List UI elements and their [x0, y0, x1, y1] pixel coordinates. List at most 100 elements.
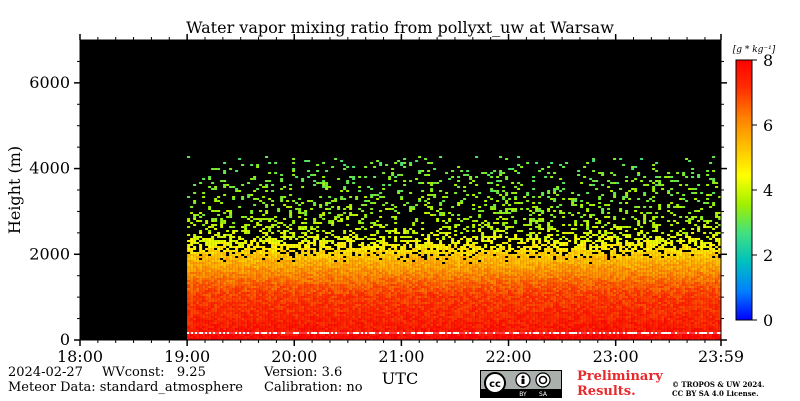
- heatmap-cell: [583, 324, 586, 326]
- heatmap-cell: [202, 292, 205, 294]
- heatmap-cell: [544, 334, 547, 336]
- heatmap-cell: [697, 296, 700, 298]
- heatmap-cell: [223, 300, 226, 302]
- heatmap-cell: [589, 284, 592, 286]
- heatmap-cell: [529, 328, 532, 330]
- heatmap-cell: [322, 300, 325, 302]
- heatmap-cell: [214, 330, 217, 332]
- heatmap-cell: [508, 320, 511, 322]
- heatmap-cell: [349, 296, 352, 298]
- heatmap-cell: [457, 296, 460, 298]
- heatmap-cell: [217, 290, 220, 292]
- heatmap-cell: [658, 310, 661, 312]
- heatmap-cell: [409, 322, 412, 324]
- heatmap-cell: [319, 298, 322, 300]
- heatmap-cell: [550, 334, 553, 336]
- heatmap-cell: [427, 320, 430, 322]
- heatmap-cell: [430, 324, 433, 326]
- heatmap-cell: [634, 308, 637, 310]
- heatmap-cell: [301, 322, 304, 324]
- heatmap-cell: [646, 288, 649, 290]
- heatmap-cell: [256, 328, 259, 330]
- heatmap-cell: [454, 334, 457, 336]
- heatmap-cell: [265, 290, 268, 292]
- heatmap-cell: [583, 294, 586, 296]
- heatmap-cell: [613, 322, 616, 324]
- heatmap-cell: [331, 286, 334, 288]
- heatmap-cell: [406, 314, 409, 316]
- heatmap-cell: [535, 288, 538, 290]
- heatmap-cell: [190, 304, 193, 306]
- heatmap-cell: [313, 308, 316, 310]
- heatmap-cell: [598, 284, 601, 286]
- heatmap-cell: [634, 302, 637, 304]
- heatmap-cell: [649, 292, 652, 294]
- heatmap-cell: [520, 286, 523, 288]
- heatmap-cell: [376, 294, 379, 296]
- heatmap-cell: [352, 292, 355, 294]
- heatmap-cell: [595, 334, 598, 336]
- heatmap-cell: [691, 336, 694, 338]
- heatmap-cell: [328, 312, 331, 314]
- heatmap-cell: [553, 316, 556, 318]
- heatmap-cell: [190, 294, 193, 296]
- heatmap-cell: [331, 308, 334, 310]
- heatmap-cell: [406, 284, 409, 286]
- heatmap-cell: [445, 292, 448, 294]
- heatmap-cell: [235, 284, 238, 286]
- heatmap-cell: [340, 300, 343, 302]
- heatmap-cell: [634, 312, 637, 314]
- heatmap-cell: [478, 306, 481, 308]
- heatmap-cell: [346, 306, 349, 308]
- heatmap-cell: [517, 298, 520, 300]
- heatmap-cell: [583, 284, 586, 286]
- heatmap-cell: [544, 308, 547, 310]
- heatmap-cell: [712, 306, 715, 308]
- heatmap-cell: [613, 294, 616, 296]
- heatmap-cell: [205, 312, 208, 314]
- heatmap-cell: [223, 290, 226, 292]
- heatmap-cell: [448, 310, 451, 312]
- heatmap-cell: [370, 288, 373, 290]
- heatmap-cell: [235, 316, 238, 318]
- heatmap-cell: [244, 286, 247, 288]
- heatmap-cell: [496, 302, 499, 304]
- heatmap-cell: [598, 330, 601, 332]
- heatmap-cell: [340, 328, 343, 330]
- heatmap-cell: [664, 284, 667, 286]
- heatmap-cell: [310, 320, 313, 322]
- heatmap-cell: [259, 288, 262, 290]
- heatmap-cell: [487, 328, 490, 330]
- heatmap-cell: [487, 300, 490, 302]
- heatmap-cell: [508, 314, 511, 316]
- heatmap-cell: [250, 312, 253, 314]
- heatmap-cell: [433, 328, 436, 330]
- heatmap-cell: [628, 318, 631, 320]
- heatmap-cell: [340, 298, 343, 300]
- heatmap-cell: [580, 306, 583, 308]
- heatmap-cell: [712, 328, 715, 330]
- heatmap-cell: [427, 310, 430, 312]
- heatmap-cell: [229, 318, 232, 320]
- heatmap-cell: [265, 284, 268, 286]
- heatmap-cell: [448, 320, 451, 322]
- heatmap-cell: [559, 284, 562, 286]
- heatmap-cell: [364, 302, 367, 304]
- heatmap-cell: [235, 308, 238, 310]
- heatmap-cell: [610, 324, 613, 326]
- heatmap-cell: [247, 316, 250, 318]
- heatmap-cell: [337, 334, 340, 336]
- heatmap-cell: [646, 298, 649, 300]
- heatmap-cell: [565, 308, 568, 310]
- heatmap-cell: [211, 324, 214, 326]
- heatmap-cell: [364, 308, 367, 310]
- heatmap-cell: [508, 300, 511, 302]
- heatmap-cell: [538, 302, 541, 304]
- heatmap-cell: [334, 334, 337, 336]
- heatmap-cell: [205, 324, 208, 326]
- heatmap-cell: [481, 336, 484, 338]
- heatmap-cell: [538, 288, 541, 290]
- heatmap-cell: [502, 286, 505, 288]
- heatmap-cell: [292, 284, 295, 286]
- heatmap-cell: [223, 314, 226, 316]
